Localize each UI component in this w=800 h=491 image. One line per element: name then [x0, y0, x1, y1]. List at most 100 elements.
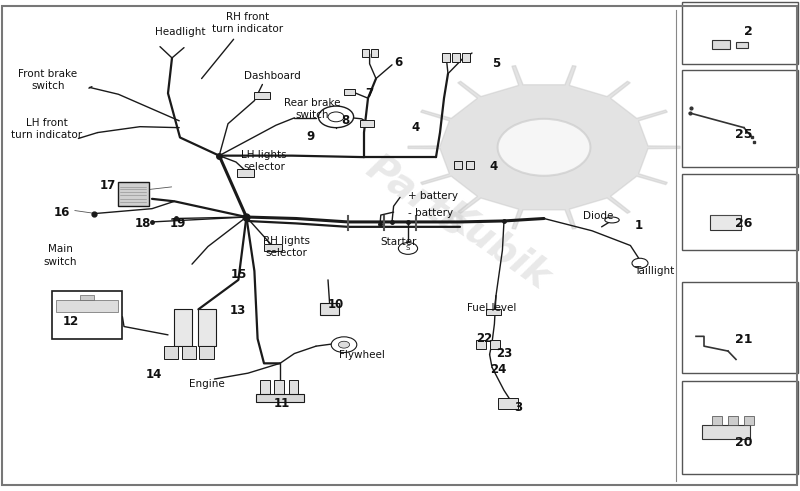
- Text: 15: 15: [230, 269, 246, 281]
- Bar: [254, 92, 270, 99]
- Bar: [682, 282, 798, 373]
- Bar: [682, 174, 798, 250]
- Text: RH front: RH front: [226, 12, 270, 22]
- Text: 16: 16: [54, 206, 70, 218]
- Bar: [174, 309, 192, 346]
- Bar: [198, 309, 216, 346]
- Text: Taillight: Taillight: [634, 266, 674, 276]
- Bar: [320, 303, 339, 315]
- Bar: [199, 346, 214, 359]
- Text: Fuel level: Fuel level: [466, 303, 516, 313]
- Text: Dashboard: Dashboard: [244, 71, 300, 81]
- Bar: [52, 291, 122, 339]
- Bar: [476, 340, 486, 349]
- Text: Flywheel: Flywheel: [338, 350, 385, 359]
- Text: 24: 24: [490, 363, 506, 376]
- Bar: [682, 2, 798, 64]
- Text: - battery: - battery: [408, 208, 453, 218]
- Bar: [182, 346, 196, 359]
- Bar: [362, 49, 369, 57]
- Text: selector: selector: [266, 248, 307, 258]
- Text: selector: selector: [243, 162, 285, 172]
- Circle shape: [632, 258, 648, 268]
- Text: 9: 9: [306, 130, 314, 143]
- Text: 25: 25: [735, 128, 753, 140]
- Text: Kubik: Kubik: [435, 195, 557, 296]
- Bar: [371, 49, 378, 57]
- Text: 10: 10: [328, 298, 344, 311]
- Text: 21: 21: [735, 333, 753, 346]
- Text: Diode: Diode: [583, 211, 614, 221]
- Text: 14: 14: [146, 368, 162, 381]
- Bar: [256, 394, 304, 402]
- Text: Starter: Starter: [380, 237, 417, 247]
- Text: 5: 5: [492, 57, 500, 70]
- Bar: [682, 381, 798, 474]
- Bar: [712, 40, 730, 49]
- Text: 12: 12: [62, 315, 78, 328]
- Text: 6: 6: [394, 56, 402, 69]
- Circle shape: [318, 106, 354, 128]
- Bar: [702, 425, 750, 439]
- Text: LH front: LH front: [26, 118, 67, 128]
- Bar: [498, 398, 518, 409]
- Text: 4: 4: [412, 121, 420, 134]
- Text: switch: switch: [43, 257, 77, 267]
- Text: Engine: Engine: [189, 379, 224, 389]
- Text: LH lights: LH lights: [241, 150, 287, 160]
- Text: 8: 8: [342, 114, 350, 127]
- Text: Parts: Parts: [358, 148, 474, 245]
- Text: + battery: + battery: [408, 191, 458, 201]
- Text: 19: 19: [170, 217, 186, 230]
- Text: 18: 18: [134, 217, 150, 230]
- Bar: [452, 53, 460, 62]
- Bar: [486, 309, 501, 315]
- Text: Headlight: Headlight: [154, 27, 206, 37]
- Bar: [712, 416, 722, 425]
- Bar: [260, 380, 270, 395]
- Circle shape: [498, 119, 590, 176]
- Circle shape: [338, 341, 350, 348]
- Bar: [744, 416, 754, 425]
- Bar: [56, 300, 118, 312]
- Bar: [442, 53, 450, 62]
- Text: 20: 20: [735, 436, 753, 448]
- Bar: [462, 53, 470, 62]
- Text: 7: 7: [366, 87, 374, 100]
- Bar: [728, 416, 738, 425]
- Bar: [118, 182, 149, 206]
- Text: turn indicator: turn indicator: [11, 130, 82, 140]
- Text: 4: 4: [490, 161, 498, 173]
- Bar: [360, 120, 374, 127]
- Text: turn indicator: turn indicator: [213, 25, 283, 34]
- Circle shape: [328, 112, 344, 122]
- Bar: [80, 295, 94, 300]
- Bar: [710, 215, 741, 230]
- Text: S: S: [406, 246, 410, 251]
- Text: Main: Main: [47, 245, 73, 254]
- Bar: [237, 169, 254, 177]
- Text: Rear brake: Rear brake: [284, 98, 340, 108]
- Bar: [274, 380, 284, 395]
- Bar: [454, 161, 462, 169]
- Bar: [344, 89, 355, 95]
- Bar: [264, 244, 282, 251]
- Circle shape: [331, 337, 357, 353]
- Text: 13: 13: [230, 304, 246, 317]
- Bar: [736, 42, 748, 48]
- Polygon shape: [408, 66, 680, 229]
- Bar: [289, 380, 298, 395]
- Text: 3: 3: [514, 401, 522, 414]
- Bar: [490, 340, 500, 349]
- Text: switch: switch: [295, 110, 329, 120]
- Bar: [682, 70, 798, 167]
- Text: 11: 11: [274, 397, 290, 410]
- Text: switch: switch: [31, 81, 65, 91]
- Text: 17: 17: [100, 179, 116, 192]
- Text: 26: 26: [735, 217, 753, 230]
- Text: RH lights: RH lights: [263, 236, 310, 246]
- Text: 22: 22: [476, 332, 492, 345]
- Text: 2: 2: [744, 25, 753, 37]
- Bar: [466, 161, 474, 169]
- Circle shape: [398, 243, 418, 254]
